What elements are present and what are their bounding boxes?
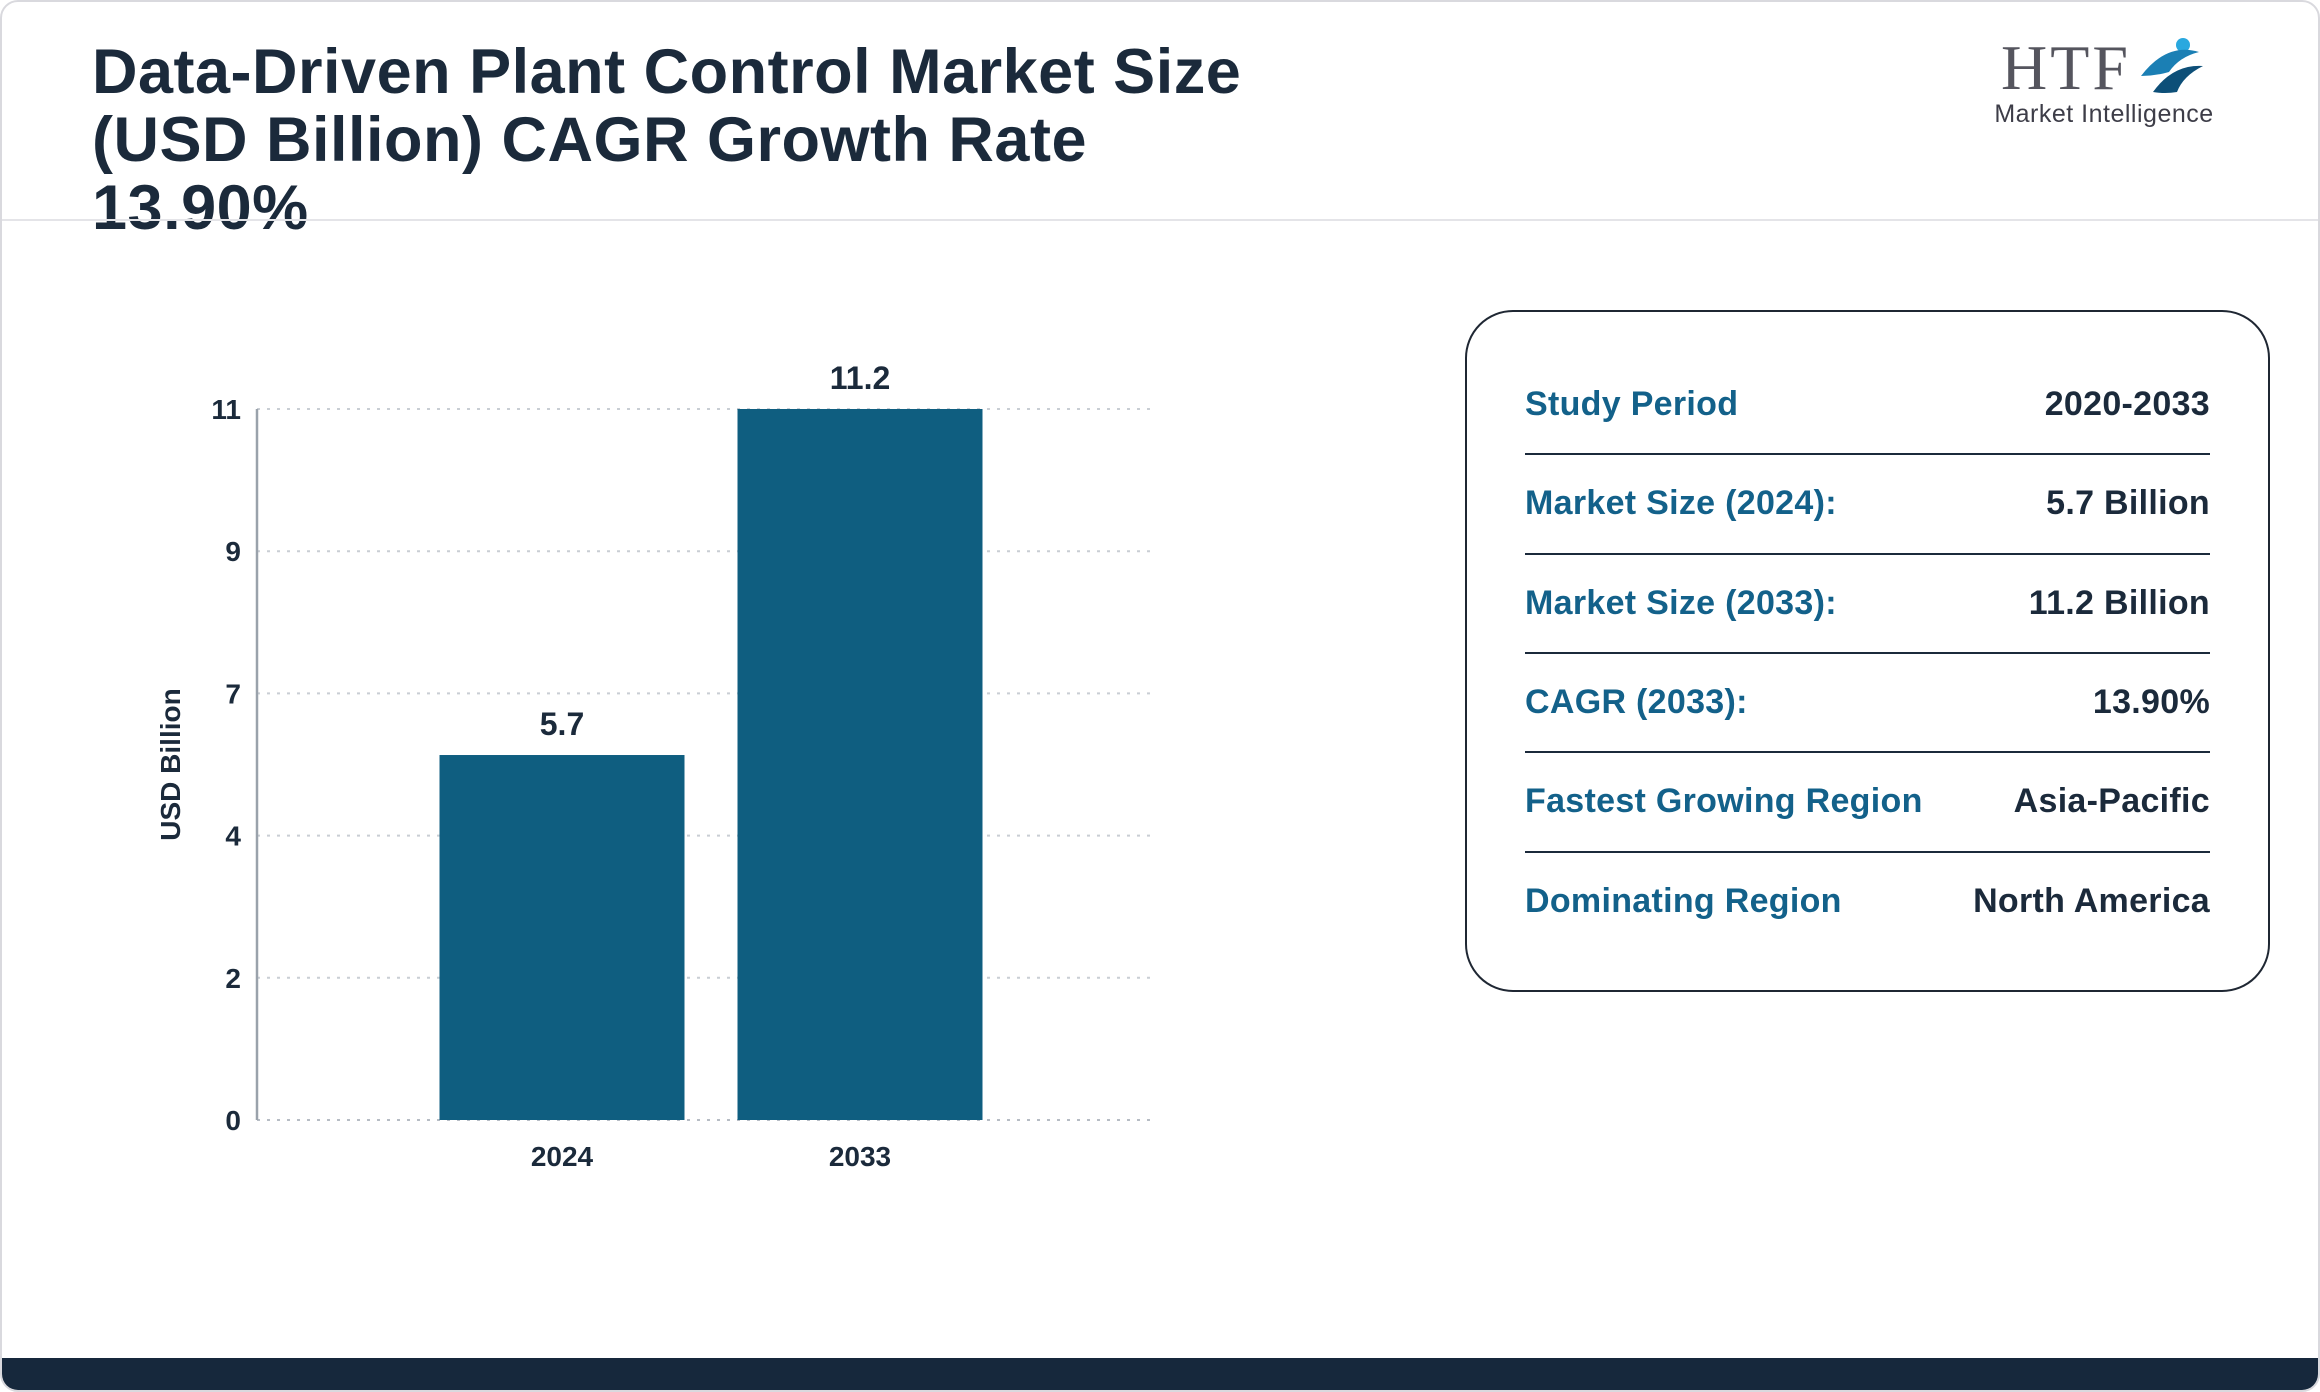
summary-card: Study Period 2020-2033 Market Size (2024… xyxy=(1465,310,2270,992)
y-tick-label: 4 xyxy=(225,821,241,852)
info-row-study-period: Study Period 2020-2033 xyxy=(1525,356,2210,456)
info-row-dominating-region: Dominating Region North America xyxy=(1525,853,2210,950)
footer-bar xyxy=(2,1358,2318,1390)
logo-acronym: HTF xyxy=(2001,32,2131,103)
info-label: Dominating Region xyxy=(1525,881,1842,920)
logo-top: HTF xyxy=(2001,36,2207,100)
logo-swoosh-icon xyxy=(2140,38,2203,93)
info-label: CAGR (2033): xyxy=(1525,683,1748,722)
info-row-market-size-2024: Market Size (2024): 5.7 Billion xyxy=(1525,455,2210,555)
info-value: 13.90% xyxy=(2092,683,2210,722)
info-label: Study Period xyxy=(1525,385,1739,424)
info-value: North America xyxy=(1973,881,2210,920)
bar-value-label: 11.2 xyxy=(830,365,891,396)
y-tick-label: 0 xyxy=(225,1105,241,1136)
info-value: Asia-Pacific xyxy=(2013,782,2210,821)
info-row-fastest-growing-region: Fastest Growing Region Asia-Pacific xyxy=(1525,753,2210,853)
y-tick-label: 11 xyxy=(211,394,241,425)
info-label: Market Size (2024): xyxy=(1525,484,1837,523)
info-label: Market Size (2033): xyxy=(1525,583,1837,622)
logo-subtitle: Market Intelligence xyxy=(1994,100,2214,128)
info-row-market-size-2033: Market Size (2033): 11.2 Billion xyxy=(1525,555,2210,654)
bar-chart: 0 2 4 7 9 11 USD Billion 5.7 2024 11.2 2033 xyxy=(155,365,1157,1172)
x-tick-label: 2033 xyxy=(829,1141,891,1172)
y-tick-label: 2 xyxy=(225,963,241,994)
bar-2024 xyxy=(439,755,685,1120)
info-row-cagr: CAGR (2033): 13.90% xyxy=(1525,654,2210,754)
page-title: Data-Driven Plant Control Market Size (U… xyxy=(92,37,1242,244)
info-value: 2020-2033 xyxy=(2044,385,2210,424)
info-value: 11.2 Billion xyxy=(2028,583,2210,622)
y-tick-label: 9 xyxy=(225,536,241,567)
info-value: 5.7 Billion xyxy=(2046,484,2210,523)
x-tick-label: 2024 xyxy=(531,1141,594,1172)
bar-2033 xyxy=(737,409,983,1120)
bar-value-label: 5.7 xyxy=(540,706,584,742)
info-label: Fastest Growing Region xyxy=(1525,782,1923,821)
htf-logo: HTF Market Intelligence xyxy=(1954,36,2254,129)
y-axis-title: USD Billion xyxy=(155,688,186,840)
header-divider xyxy=(2,219,2318,221)
y-tick-label: 7 xyxy=(225,678,241,709)
